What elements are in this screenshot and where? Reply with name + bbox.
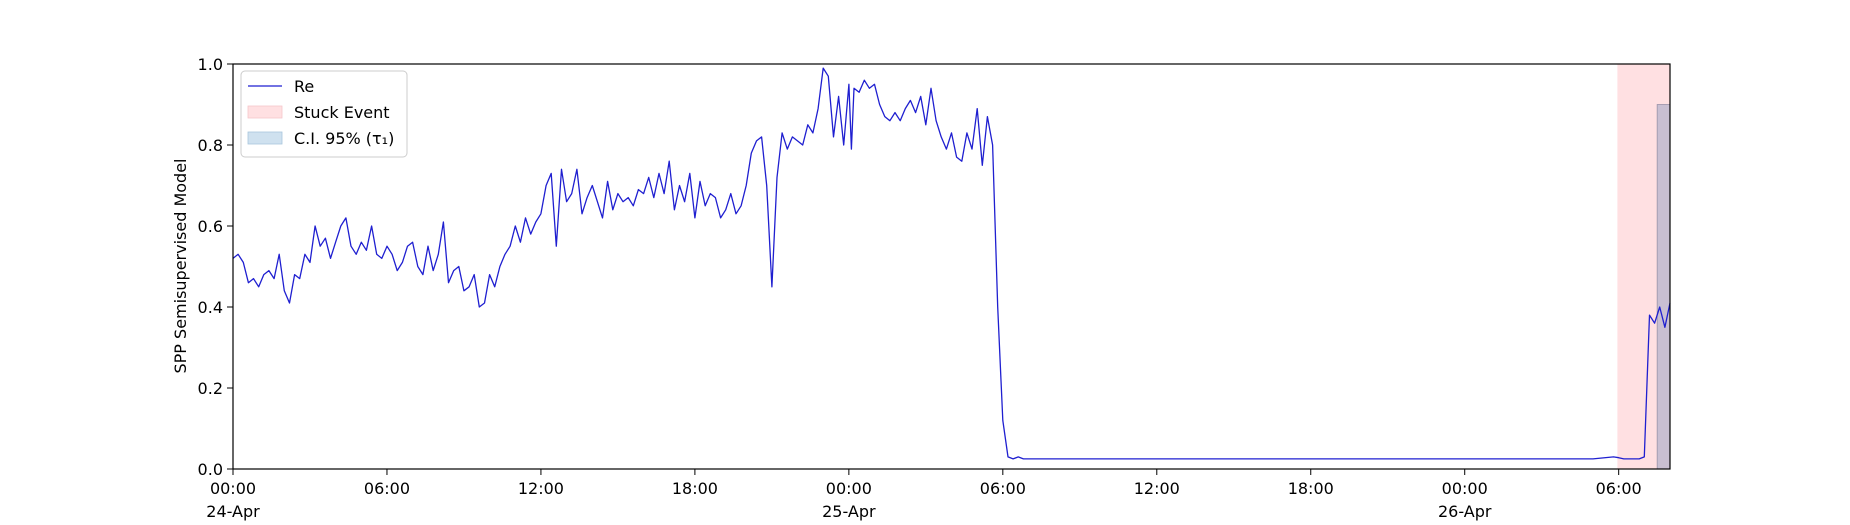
- x-tick-label: 06:00: [980, 479, 1026, 498]
- y-tick-label: 1.0: [198, 55, 223, 74]
- x-tick-label: 06:00: [364, 479, 410, 498]
- x-tick-date-label: 26-Apr: [1438, 502, 1492, 521]
- legend-label: C.I. 95% (τ₁): [294, 129, 394, 148]
- series-line-0: [233, 68, 1670, 459]
- x-tick-label: 18:00: [1288, 479, 1334, 498]
- x-tick-label: 12:00: [518, 479, 564, 498]
- legend: Re Stuck Event C.I. 95% (τ₁): [241, 71, 407, 157]
- shaded-region-1: [1657, 105, 1670, 470]
- y-tick-label: 0.6: [198, 217, 223, 236]
- x-tick-date-label: 24-Apr: [206, 502, 260, 521]
- x-tick-label: 06:00: [1596, 479, 1642, 498]
- series-line-group: [233, 68, 1670, 459]
- x-tick-label: 00:00: [826, 479, 872, 498]
- y-axis-label: SPP Semisupervised Model: [171, 159, 190, 374]
- legend-swatch-patch: [248, 106, 282, 118]
- legend-label: Stuck Event: [294, 103, 390, 122]
- axes-frame: [233, 64, 1670, 469]
- x-axis: 00:0024-Apr199906:0012:0018:0000:0025-Ap…: [206, 469, 1641, 525]
- x-tick-label: 18:00: [672, 479, 718, 498]
- x-tick-label: 12:00: [1134, 479, 1180, 498]
- y-tick-label: 0.4: [198, 298, 223, 317]
- legend-swatch-patch: [248, 132, 282, 144]
- y-tick-label: 0.8: [198, 136, 223, 155]
- y-axis: 0.0 0.2 0.4 0.6 0.8 1.0: [198, 55, 233, 479]
- x-tick-label: 00:00: [210, 479, 256, 498]
- y-tick-label: 0.2: [198, 379, 223, 398]
- y-tick-label: 0.0: [198, 460, 223, 479]
- shaded-regions: [1617, 64, 1670, 469]
- x-tick-label: 00:00: [1442, 479, 1488, 498]
- legend-label: Re: [294, 77, 314, 96]
- x-tick-date-label: 25-Apr: [822, 502, 876, 521]
